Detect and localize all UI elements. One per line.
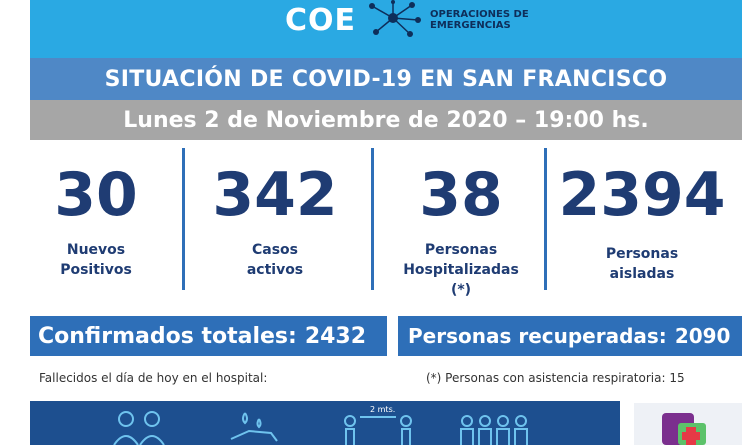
confirmed-total-box: Confirmados totales: 2432 — [30, 316, 387, 356]
stat-label: aisladas — [609, 266, 675, 282]
network-icon — [369, 0, 422, 37]
distance-label: 2 mts. — [370, 405, 396, 414]
logo-text: COE — [285, 2, 357, 38]
recovered-total-box: Personas recuperadas: 2090 — [398, 316, 742, 356]
hand-washing-icon — [230, 412, 278, 442]
divider — [182, 148, 185, 290]
header-band: COE OPERACIONES DE EMERGENCIAS — [30, 0, 742, 58]
report-date: Lunes 2 de Noviembre de 2020 – 19:00 hs. — [30, 100, 742, 140]
masked-people-icon — [113, 411, 165, 445]
stat-isolated: 2394 Personas aisladas — [552, 150, 732, 300]
stat-label: Personas — [424, 242, 498, 258]
stat-hospitalized: 38 Personas Hospitalizadas (*) — [378, 150, 544, 300]
stat-value: 38 — [419, 160, 503, 230]
org-line-2: EMERGENCIAS — [430, 20, 511, 31]
stat-active-cases: 342 Casos activos — [190, 150, 360, 300]
crowd-icon — [460, 415, 528, 445]
respiratory-note: (*) Personas con asistencia respiratoria… — [426, 371, 685, 385]
confirmed-value: 2432 — [304, 323, 367, 349]
stat-label: Personas — [605, 246, 679, 262]
stat-label: Hospitalizadas — [403, 262, 519, 278]
health-logo — [634, 403, 742, 445]
stat-label: Positivos — [60, 262, 132, 278]
stat-label: Casos — [251, 242, 298, 258]
divider — [371, 148, 374, 290]
stat-value: 342 — [212, 160, 338, 230]
page-title: SITUACIÓN DE COVID-19 EN SAN FRANCISCO — [30, 58, 742, 100]
recovered-value: 2090 — [674, 324, 731, 348]
distance-icon — [344, 415, 412, 445]
stat-label: activos — [246, 262, 304, 278]
stat-value: 30 — [54, 160, 138, 230]
recovered-label: Personas recuperadas: — [408, 324, 667, 348]
stat-value: 2394 — [558, 160, 726, 230]
coe-logo: COE OPERACIONES DE EMERGENCIAS — [285, 0, 575, 40]
org-line-1: OPERACIONES DE — [430, 9, 529, 20]
org-name: OPERACIONES DE EMERGENCIAS — [430, 9, 529, 31]
stat-new-positives: 30 Nuevos Positivos — [30, 150, 162, 300]
prevention-band: 2 mts. — [30, 401, 620, 445]
confirmed-label: Confirmados totales: — [38, 323, 297, 349]
health-logo-icon — [662, 413, 706, 445]
divider — [544, 148, 547, 290]
stat-label: Nuevos — [66, 242, 126, 258]
stat-label: (*) — [450, 282, 472, 298]
deaths-note: Fallecidos el día de hoy en el hospital: — [39, 371, 268, 385]
